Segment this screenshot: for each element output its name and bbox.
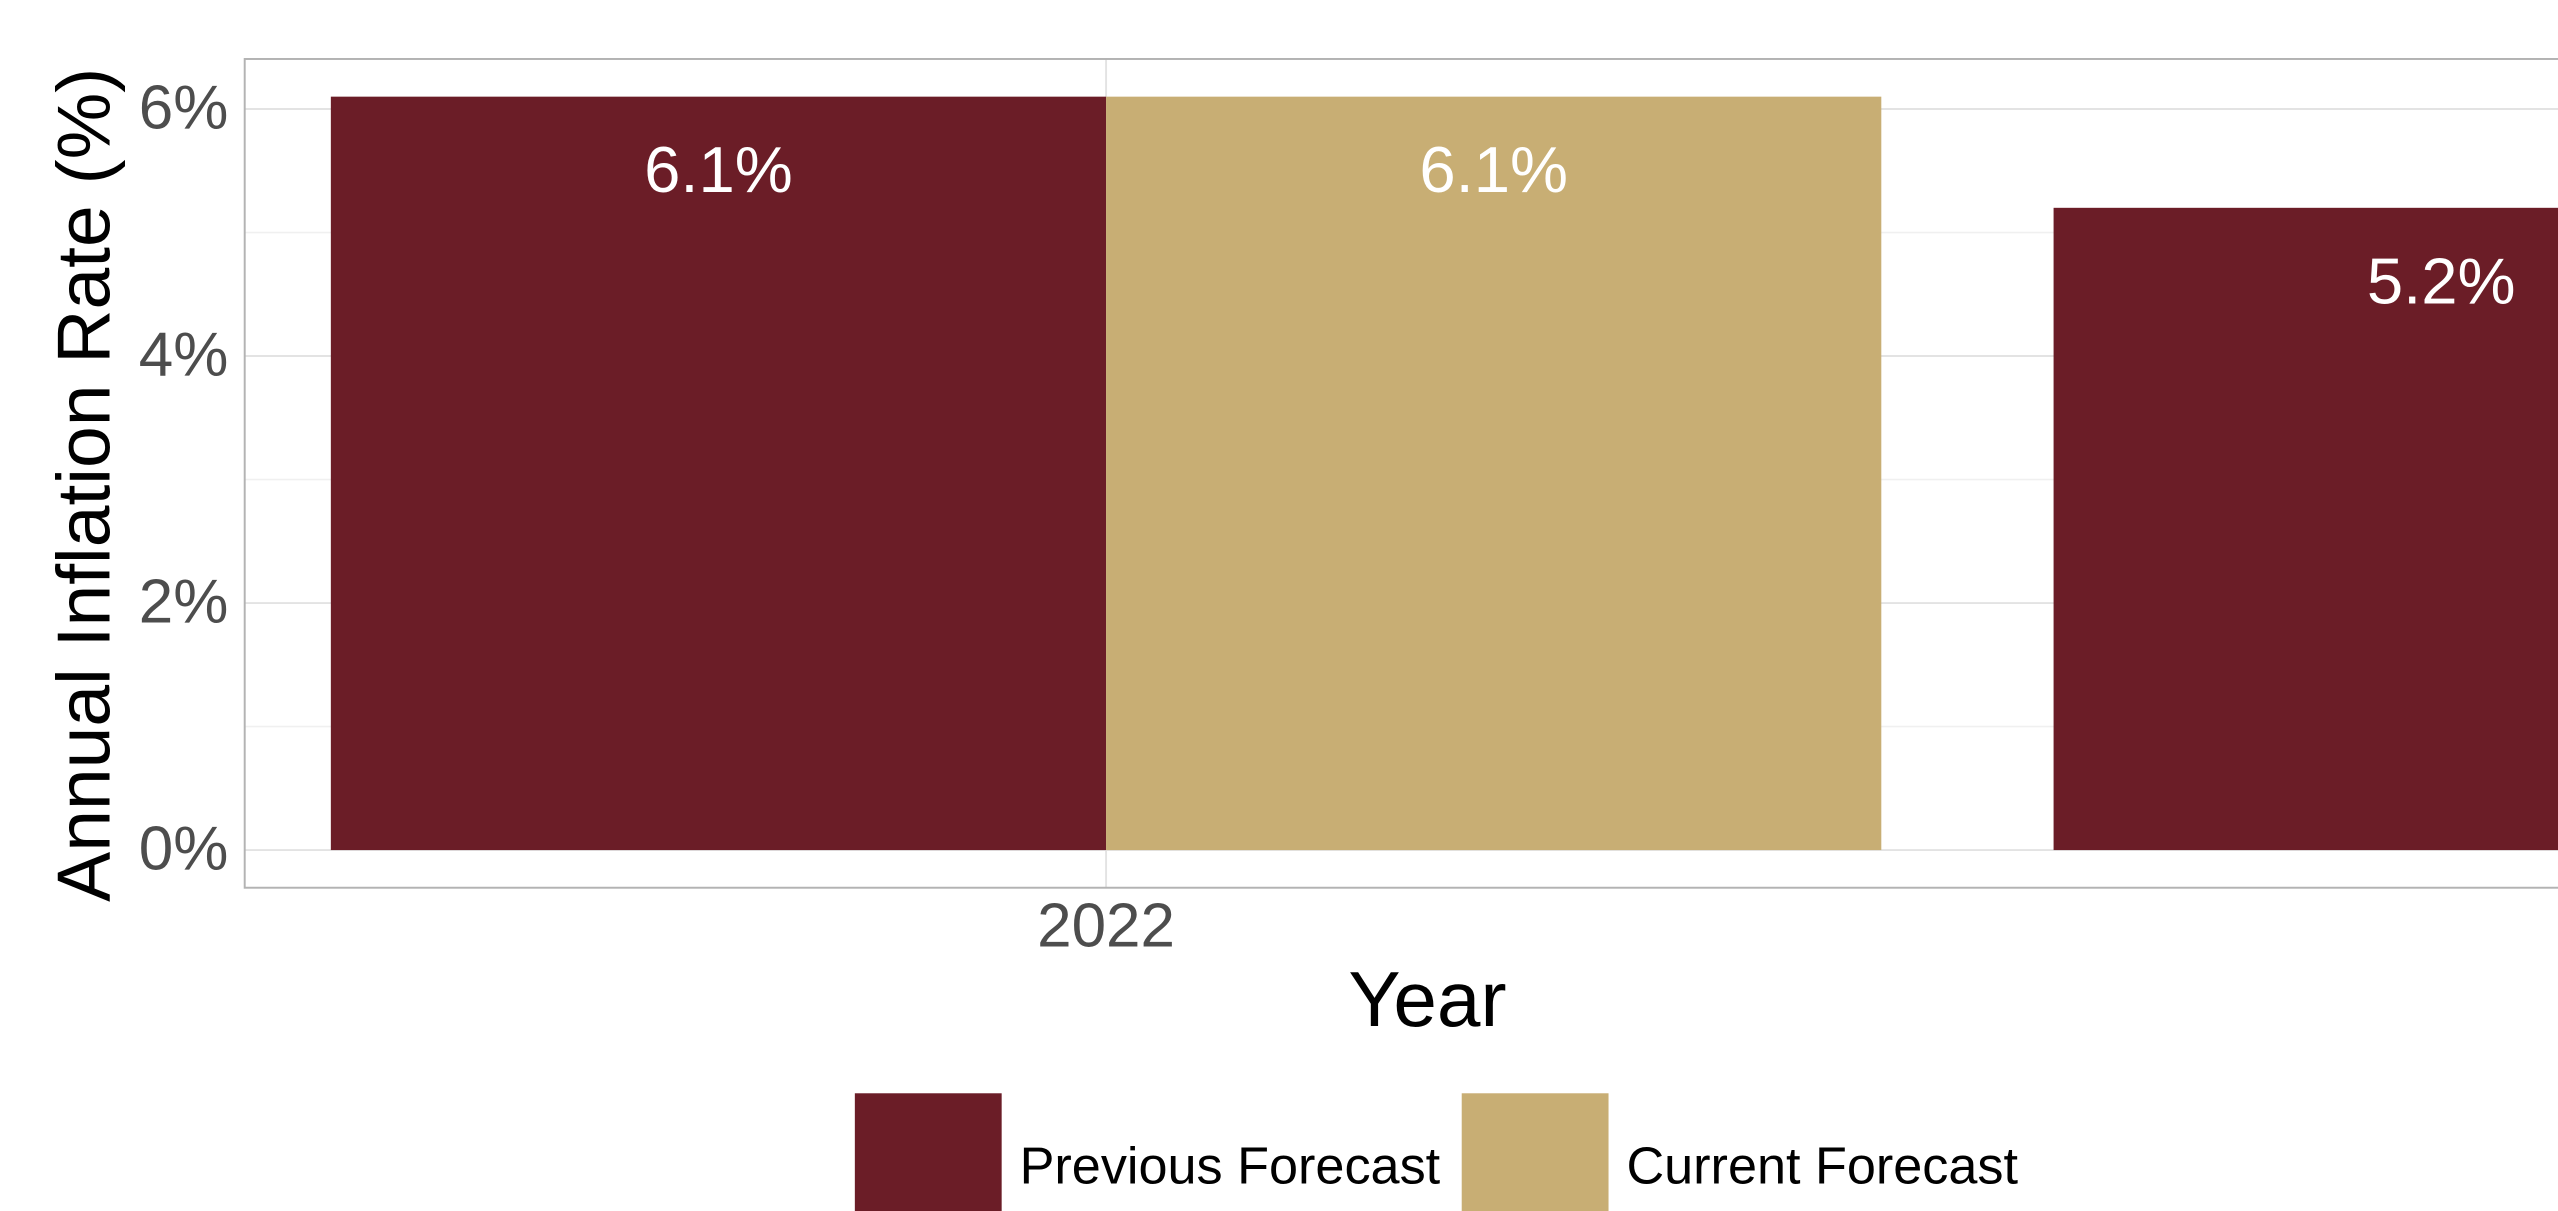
y-tick-label: 2% — [139, 568, 229, 637]
bar — [2053, 207, 2558, 851]
legend-label: Current Forecast — [1626, 1138, 2018, 1196]
legend-label: Previous Forecast — [1020, 1138, 1441, 1196]
bar — [330, 96, 1107, 851]
bar — [1106, 96, 1882, 851]
legend-swatch — [854, 1093, 1002, 1211]
data-label: 5.2% — [2367, 244, 2516, 317]
plot: 0%2%4%6%202220236.1%5.2%6.1%4.9%Previous… — [139, 58, 2558, 1211]
x-tick-label: 2022 — [1037, 892, 1175, 961]
y-tick-label: 4% — [139, 321, 229, 390]
legend-swatch — [1461, 1093, 1609, 1211]
data-label: 6.1% — [644, 133, 793, 206]
data-label: 6.1% — [1419, 133, 1568, 206]
y-axis-title: Annual Inflation Rate (%) — [42, 68, 126, 902]
x-axis-title: Year — [1348, 955, 1506, 1043]
y-tick-label: 0% — [139, 815, 229, 884]
panel-border — [243, 58, 2558, 889]
y-tick-label: 6% — [139, 74, 229, 143]
